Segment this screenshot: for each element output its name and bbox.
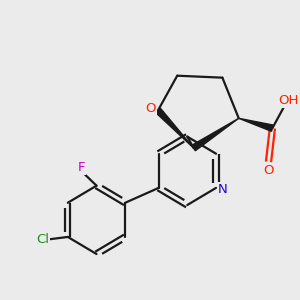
Text: OH: OH: [278, 94, 298, 107]
Polygon shape: [192, 118, 239, 151]
Text: F: F: [77, 161, 85, 174]
Text: Cl: Cl: [36, 233, 49, 246]
Text: O: O: [263, 164, 274, 177]
Text: O: O: [146, 102, 156, 116]
Polygon shape: [156, 108, 194, 148]
Text: N: N: [218, 183, 227, 196]
Polygon shape: [239, 118, 273, 131]
